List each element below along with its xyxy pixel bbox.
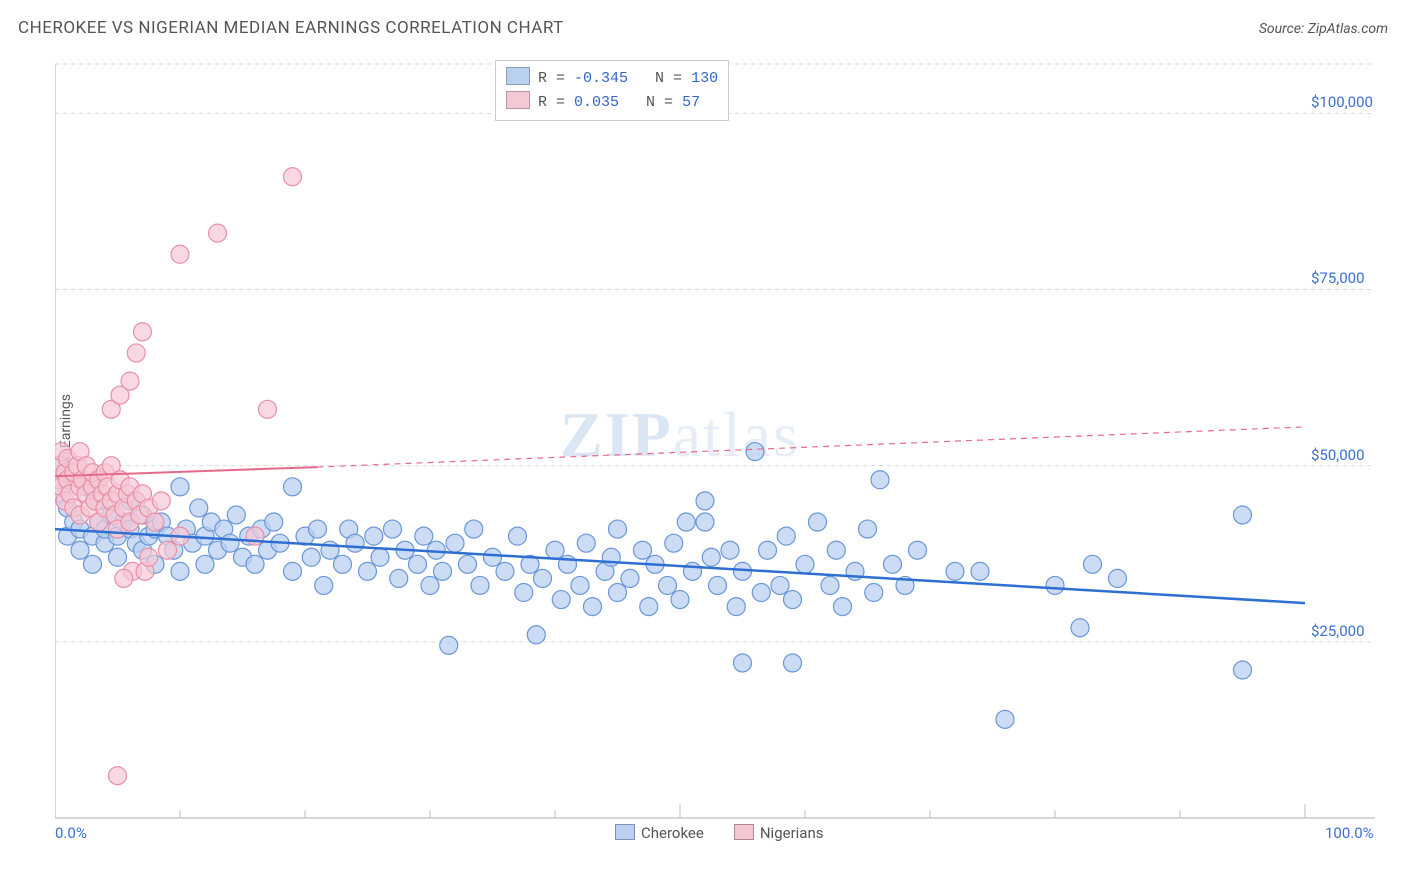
- x-axis-min-label: 0.0%: [55, 824, 87, 842]
- legend-item: Cherokee: [615, 824, 704, 842]
- source-prefix: Source:: [1259, 21, 1308, 37]
- x-axis-max-label: 100.0%: [1325, 824, 1374, 842]
- y-tick-label: $50,000: [1311, 446, 1365, 464]
- stats-row: R = -0.345 N = 130: [506, 67, 718, 91]
- stats-swatch: [506, 67, 530, 85]
- correlation-stats-box: R = -0.345 N = 130R = 0.035 N = 57: [495, 60, 729, 121]
- y-tick-label: $75,000: [1311, 269, 1365, 287]
- y-tick-label: $100,000: [1311, 93, 1373, 111]
- legend-label: Cherokee: [641, 824, 704, 842]
- stats-r-value: -0.345: [574, 70, 628, 87]
- legend-swatch: [734, 824, 754, 840]
- plot-area: ZIPatlas R = -0.345 N = 130R = 0.035 N =…: [55, 48, 1385, 838]
- stats-r-label: R =: [538, 70, 574, 87]
- legend-item: Nigerians: [734, 824, 824, 842]
- stats-swatch: [506, 91, 530, 109]
- stats-n-label: N =: [655, 70, 691, 87]
- legend-label: Nigerians: [760, 824, 824, 842]
- stats-n-label: N =: [646, 94, 682, 111]
- source-name: ZipAtlas.com: [1308, 21, 1388, 37]
- stats-r-value: 0.035: [574, 94, 619, 111]
- stats-n-value: 57: [682, 94, 700, 111]
- stats-row: R = 0.035 N = 57: [506, 91, 718, 115]
- svg-text:ZIPatlas: ZIPatlas: [560, 399, 800, 470]
- chart-header: CHEROKEE VS NIGERIAN MEDIAN EARNINGS COR…: [18, 18, 1388, 38]
- y-tick-label: $25,000: [1311, 622, 1365, 640]
- series-legend: Cherokee Nigerians: [615, 824, 823, 842]
- chart-source: Source: ZipAtlas.com: [1259, 21, 1388, 37]
- chart-title: CHEROKEE VS NIGERIAN MEDIAN EARNINGS COR…: [18, 18, 564, 38]
- stats-r-label: R =: [538, 94, 574, 111]
- legend-swatch: [615, 824, 635, 840]
- scatter-chart-svg: ZIPatlas: [55, 48, 1385, 838]
- stats-n-value: 130: [691, 70, 718, 87]
